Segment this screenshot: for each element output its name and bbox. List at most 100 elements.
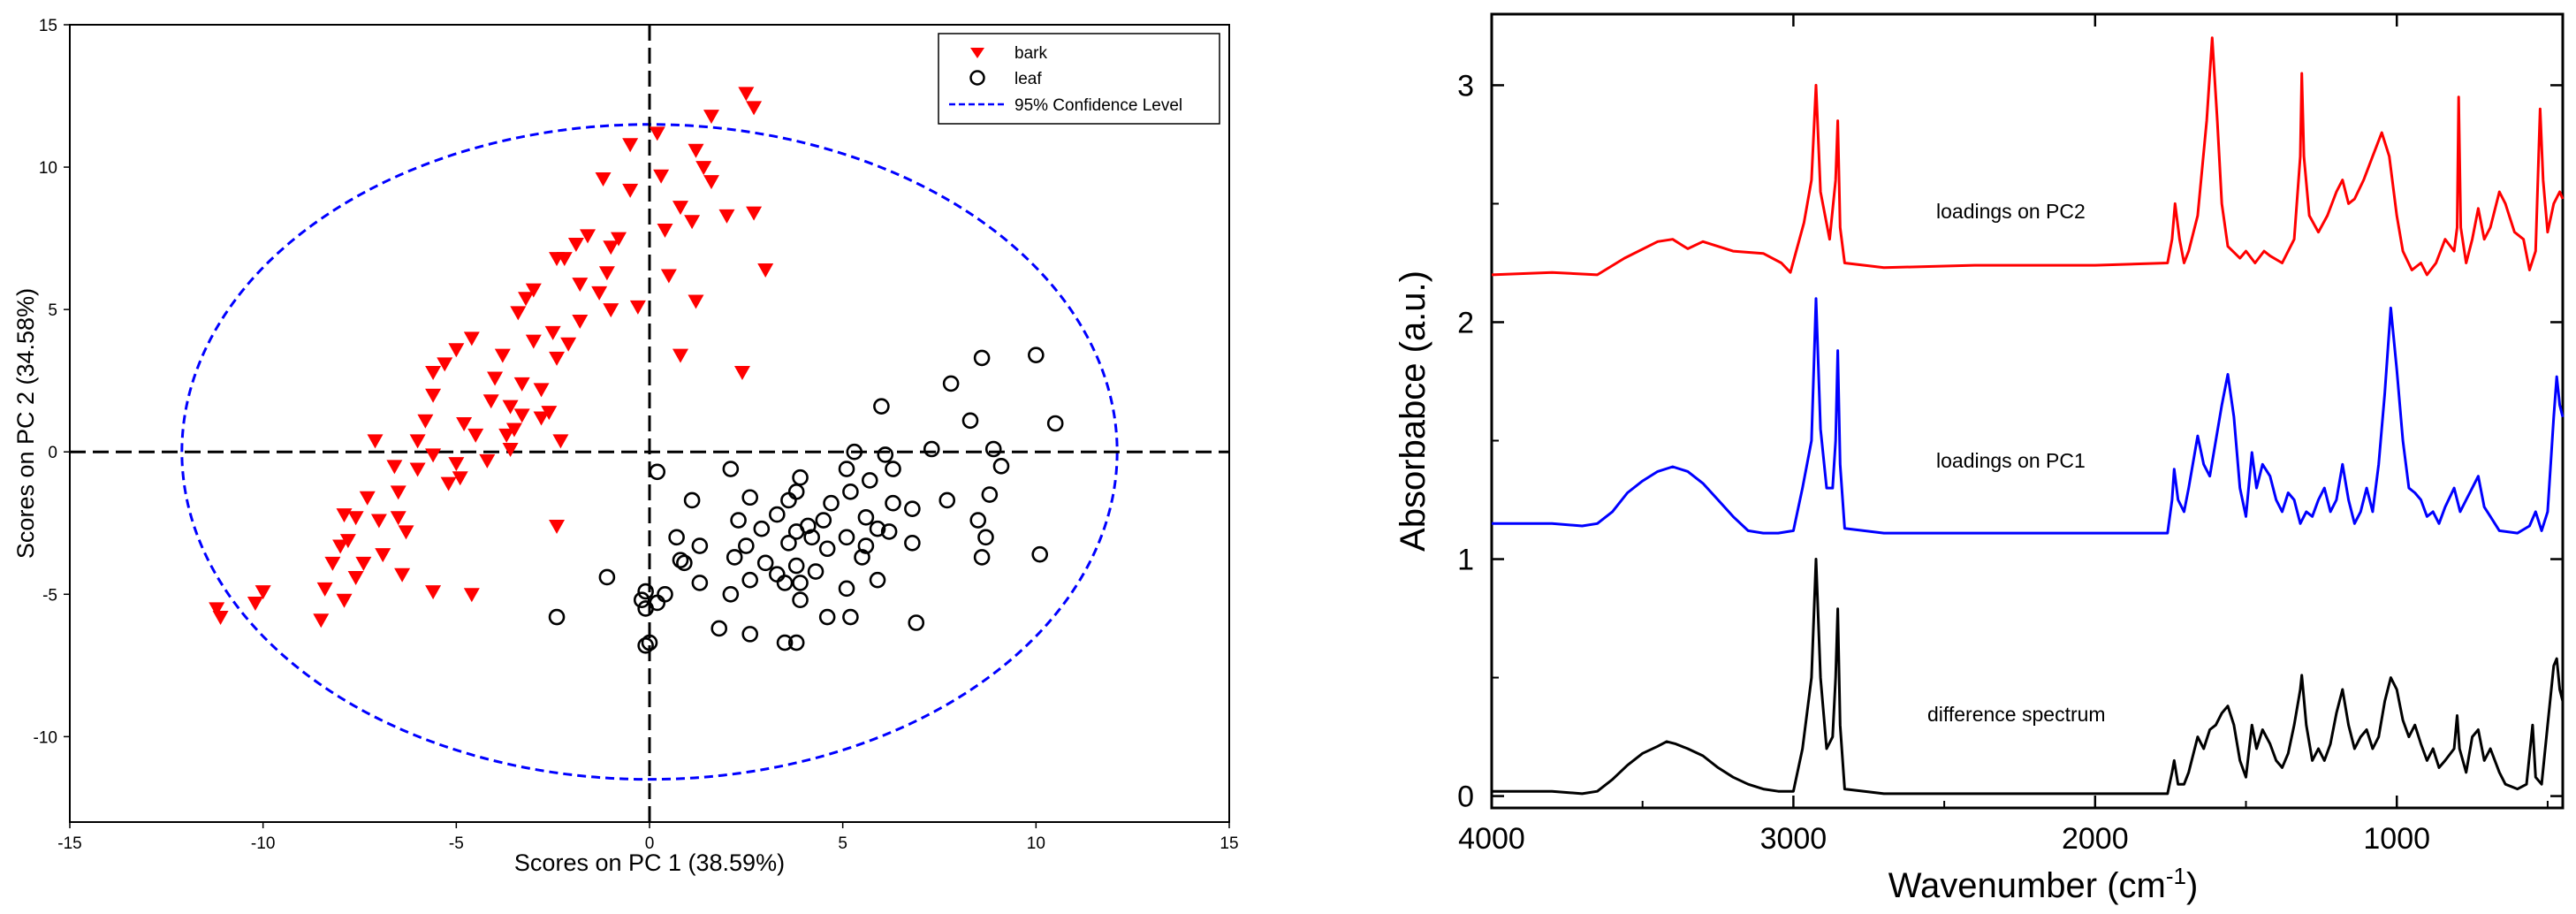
leaf-point [649,463,666,481]
annotation-loadings-pc2: loadings on PC2 [1936,200,2086,223]
ftir-x-axis-title-main: Wavenumber (cm [1888,866,2166,905]
bark-point [518,292,535,307]
bark-point [746,206,763,221]
pca-x-tick-label: 15 [1220,834,1238,853]
bark-point [456,417,473,431]
leaf-point [861,472,878,489]
ftir-y-tick-label: 3 [1457,69,1474,103]
bark-point [339,534,356,549]
bark-point [313,613,330,628]
pca-y-tick-label: 0 [48,444,57,462]
bark-point [622,138,639,153]
leaf-point [873,398,890,415]
leaf-point [637,636,654,654]
legend-bark-label: bark [1014,44,1047,63]
bark-point [541,406,558,421]
legend-confidence-label: 95% Confidence Level [1014,96,1182,115]
bark-point [653,169,670,184]
bark-point [398,525,414,540]
pca-y-tick-label: -10 [34,728,57,747]
bark-point [603,303,619,318]
leaf-point [792,575,809,591]
leaf-point [776,575,794,591]
leaf-point [722,461,740,477]
leaf-point [842,608,859,626]
bark-point [672,348,688,363]
bark-point [425,366,442,381]
annotation-loadings-pc1: loadings on PC1 [1936,449,2086,472]
leaf-point [668,529,685,546]
bark-point [390,511,407,526]
leaf-point [776,634,794,651]
leaf-point [984,440,1002,458]
bark-point [409,434,426,449]
bark-point [505,423,522,438]
bark-point [425,585,442,600]
bark-point [549,351,566,366]
leaf-point [885,494,901,512]
bark-point [375,548,391,563]
bark-point [502,442,519,457]
leaf-point [738,537,755,554]
leaf-point [807,563,824,580]
bark-point [336,508,353,523]
pca-y-tick-label: 15 [39,17,57,35]
bark-point [247,596,263,611]
bark-point [660,269,677,284]
bark-point [394,567,411,583]
leaf-point [977,529,994,546]
bark-point [463,588,480,603]
bark-point [622,183,639,198]
bark-point [487,371,504,386]
leaf-point [672,552,689,568]
bark-point [733,366,750,381]
pca-x-tick-label: -10 [251,834,275,853]
bark-point [332,539,349,554]
bark-point [494,348,511,363]
ftir-x-axis-title: Wavenumber (cm-1) [1888,863,2199,905]
leaf-point [769,506,786,523]
leaf-point [792,591,809,609]
bark-point [212,611,229,626]
ftir-y-tick-label: 0 [1457,781,1474,814]
pca-legend: bark leaf 95% Confidence Level [938,33,1220,125]
bark-point [359,491,376,506]
leaf-point [741,489,759,507]
pca-y-tick-label: 10 [39,159,57,178]
ftir-axis-ticks: 4000 3000 2000 1000 0 1 2 3 [1457,14,2563,856]
leaf-point [722,585,740,603]
ftir-lines-layer [1491,36,2565,796]
bark-point [417,414,434,429]
ftir-spectra-plot: 4000 3000 2000 1000 0 1 2 3 loadings on PC2 loa… [1394,12,2565,905]
legend-leaf-label: leaf [1014,70,1042,88]
bark-point [448,343,465,358]
leaf-point [857,537,875,554]
pca-y-tick-label: -5 [42,586,57,605]
leaf-point [741,571,759,589]
leaf-point [710,620,728,637]
leaf-point [753,520,771,537]
bark-point [386,460,403,475]
bark-point [525,334,542,349]
leaf-point [726,549,743,566]
leaf-point [880,523,898,540]
bark-point [209,602,225,617]
origin-crosshair [70,25,1229,822]
bark-point [603,240,619,255]
leaf-point [854,549,870,566]
pca-y-tick-label: 5 [48,301,57,320]
leaf-point [641,634,658,651]
pca-score-plot: -15 -10 -5 0 5 10 15 -10 -5 0 5 10 15 bark leaf 95% … [12,17,1239,876]
leaf-point [787,557,805,575]
leaf-point [869,520,886,537]
bark-point [370,514,387,529]
bark-point [336,593,353,608]
pca-x-tick-label: -5 [449,834,464,853]
leaf-point [846,443,863,461]
bark-point [533,411,550,426]
leaf-point [973,549,991,566]
bark-point [572,315,589,330]
leaf-point [691,537,709,554]
bark-point [695,161,712,176]
bark-point [567,238,584,253]
